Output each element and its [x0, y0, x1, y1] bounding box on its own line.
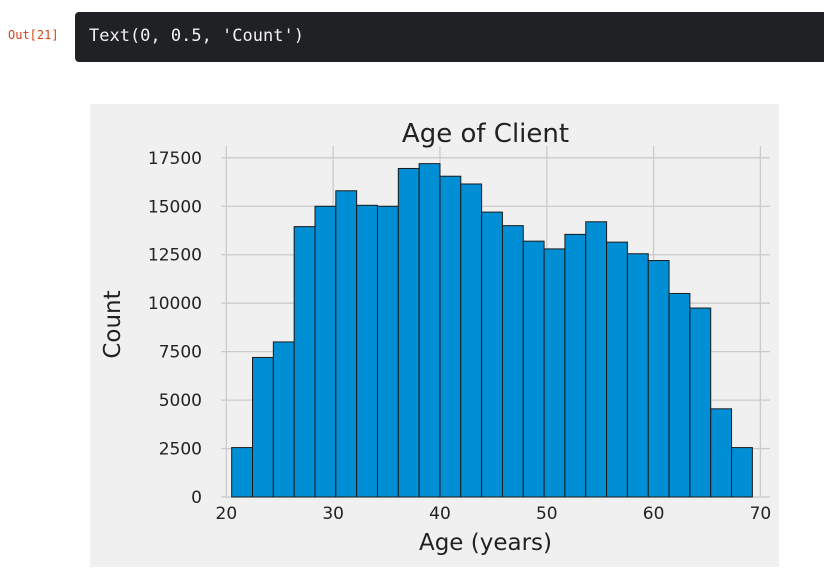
y-axis-label: Count — [100, 290, 126, 358]
histogram-bar — [710, 408, 733, 498]
histogram-bar — [439, 175, 462, 498]
y-tick-label: 0 — [191, 488, 202, 508]
x-axis-label: Age (years) — [419, 530, 552, 556]
histogram-bar — [314, 205, 337, 498]
histogram-bar — [376, 205, 399, 498]
y-tick-label: 10000 — [148, 294, 202, 314]
histogram-bar — [356, 204, 378, 498]
y-tick-label: 17500 — [148, 149, 202, 169]
y-tick-label: 2500 — [159, 440, 202, 460]
x-tick-label: 60 — [643, 504, 665, 524]
y-tick-label: 12500 — [148, 246, 202, 266]
histogram-bar — [522, 240, 545, 498]
x-tick-label: 70 — [750, 504, 772, 524]
y-tick-labels: 0 2500 5000 7500 10000 12500 15000 17500 — [148, 149, 202, 508]
x-tick-label: 50 — [536, 504, 558, 524]
histogram-bar — [481, 211, 503, 498]
histogram-bar — [606, 241, 628, 498]
histogram-bar — [543, 248, 566, 498]
x-tick-label: 40 — [429, 504, 451, 524]
histogram-bar — [418, 163, 441, 498]
histogram-bar — [689, 307, 712, 498]
x-tick-label: 20 — [216, 504, 238, 524]
histogram-bar — [626, 253, 649, 498]
output-prompt: Out[21] — [8, 28, 59, 42]
histogram-bar — [501, 225, 524, 498]
histogram-bar — [668, 292, 691, 498]
histogram-bar — [564, 233, 587, 498]
histogram-bar — [460, 183, 483, 498]
bars — [231, 163, 753, 498]
histogram-bar — [231, 447, 254, 498]
histogram-bar — [397, 167, 420, 498]
output-area: Text(0, 0.5, 'Count') — [75, 12, 824, 62]
histogram-bar — [293, 226, 316, 498]
y-tick-label: 5000 — [159, 391, 202, 411]
y-tick-label: 15000 — [148, 197, 202, 217]
y-tick-label: 7500 — [159, 343, 202, 363]
histogram-bar — [272, 341, 295, 498]
histogram-bar — [335, 190, 358, 498]
output-text: Text(0, 0.5, 'Count') — [89, 26, 304, 46]
figure: 20 30 40 50 60 70 0 2500 5000 7500 10000 12500 1500… — [90, 104, 779, 567]
histogram-chart: 20 30 40 50 60 70 0 2500 5000 7500 10000 12500 1500… — [100, 119, 772, 556]
histogram-bar — [585, 221, 608, 498]
histogram-bar — [731, 447, 753, 498]
chart-title: Age of Client — [402, 119, 569, 149]
x-tick-label: 30 — [322, 504, 344, 524]
histogram-bar — [252, 356, 274, 498]
histogram-bar — [647, 260, 670, 498]
x-tick-labels: 20 30 40 50 60 70 — [216, 504, 772, 524]
